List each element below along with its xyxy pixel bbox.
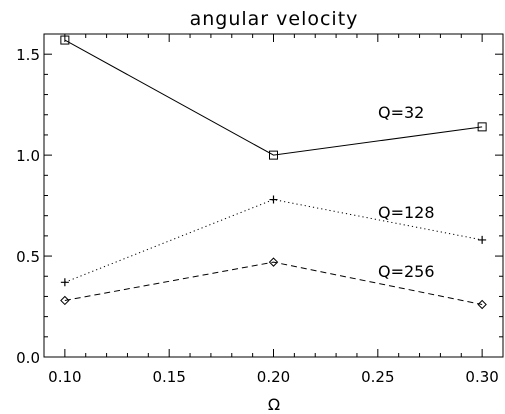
x-tick-label: 0.10	[48, 368, 81, 386]
plus-marker	[478, 235, 487, 244]
series-line-2	[64, 261, 483, 306]
y-tick-label: 0.5	[16, 248, 40, 266]
plus-marker	[60, 278, 69, 287]
chart-title: angular velocity	[190, 8, 359, 30]
y-tick-label: 1.0	[16, 147, 40, 165]
x-axis-label: Ω	[268, 395, 280, 414]
square-marker	[269, 150, 278, 160]
series-annotation: Q=256	[378, 262, 435, 281]
series-annotation: Q=128	[378, 203, 435, 222]
series-annotation: Q=32	[378, 103, 424, 122]
series-layer	[60, 35, 487, 310]
square-marker	[60, 35, 70, 45]
annotations-layer: Q=32 Q=128 Q=256	[378, 103, 435, 281]
diamond-marker	[268, 257, 279, 267]
square-marker	[477, 122, 487, 132]
series-line-1	[64, 199, 483, 283]
x-tick-label: 0.15	[152, 368, 185, 386]
x-tick-label: 0.30	[465, 368, 498, 386]
series-line-0	[64, 39, 483, 156]
diamond-marker	[477, 299, 487, 310]
x-tick-label: 0.25	[361, 368, 394, 386]
x-tick-label: 0.20	[257, 368, 290, 386]
y-tick-label: 0.0	[16, 349, 40, 367]
axis-ticks: 0.10 0.15 0.20 0.25 0.30 0.0 0.5 1.0 1.5	[16, 33, 504, 386]
y-tick-label: 1.5	[16, 46, 40, 64]
diamond-marker	[60, 295, 70, 306]
plot-frame	[43, 33, 504, 358]
plus-marker	[269, 195, 278, 204]
